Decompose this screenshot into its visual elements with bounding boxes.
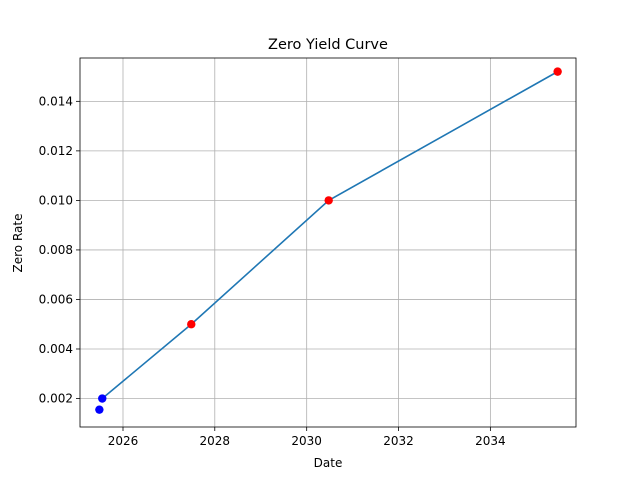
x-tick-label: 2032 [383, 434, 414, 448]
y-tick-label: 0.010 [39, 193, 73, 207]
x-tick-label: 2028 [200, 434, 231, 448]
x-tick-label: 2034 [475, 434, 506, 448]
x-tick-label: 2026 [108, 434, 139, 448]
plot-series [95, 67, 562, 414]
chart-title: Zero Yield Curve [268, 37, 388, 53]
zero-rate-point [95, 405, 104, 414]
zero-rate-point [187, 320, 196, 329]
zero-rate-point [553, 67, 562, 76]
x-axis-title: Date [314, 456, 343, 470]
x-tick-label: 2030 [291, 434, 322, 448]
y-tick-label: 0.004 [39, 342, 73, 356]
zero-rate-line [101, 70, 559, 400]
zero-rate-point [98, 394, 107, 403]
y-tick-label: 0.006 [39, 292, 73, 306]
y-tick-label: 0.014 [39, 94, 73, 108]
y-tick-label: 0.008 [39, 243, 73, 257]
zero-rate-point [324, 196, 333, 205]
y-axis: 0.002 0.004 0.006 0.008 0.010 0.012 0.014 [39, 94, 80, 406]
y-axis-title: Zero Rate [11, 214, 25, 273]
y-tick-label: 0.012 [39, 144, 73, 158]
x-axis: 2026 2028 2030 2032 2034 [108, 427, 506, 448]
plot-frame [79, 57, 577, 428]
y-tick-label: 0.002 [39, 392, 73, 406]
